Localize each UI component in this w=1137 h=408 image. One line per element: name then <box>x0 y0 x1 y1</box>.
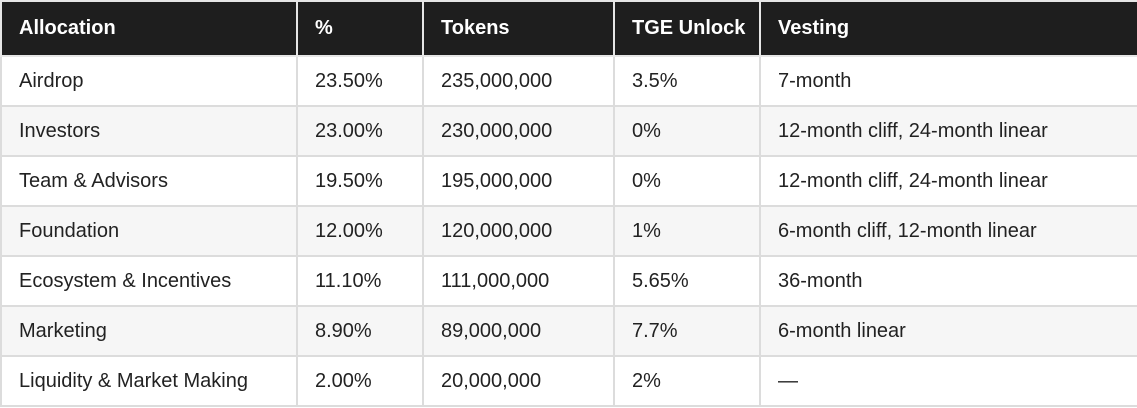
cell-percent: 2.00% <box>296 355 424 407</box>
cell-allocation: Marketing <box>0 305 298 357</box>
cell-allocation: Liquidity & Market Making <box>0 355 298 407</box>
cell-vesting: 36-month <box>759 255 1137 307</box>
cell-tokens: 89,000,000 <box>422 305 615 357</box>
header-tge-unlock: TGE Unlock <box>613 0 761 57</box>
header-percent: % <box>296 0 424 57</box>
cell-percent: 23.50% <box>296 55 424 107</box>
cell-allocation: Airdrop <box>0 55 298 107</box>
table-row: Marketing 8.90% 89,000,000 7.7% 6-month line… <box>0 305 1137 357</box>
cell-tge-unlock: 0% <box>613 155 761 207</box>
cell-percent: 8.90% <box>296 305 424 357</box>
cell-tge-unlock: 1% <box>613 205 761 257</box>
cell-tokens: 120,000,000 <box>422 205 615 257</box>
cell-vesting: — <box>759 355 1137 407</box>
cell-percent: 19.50% <box>296 155 424 207</box>
table-row: Liquidity & Market Making 2.00% 20,000,000… <box>0 355 1137 407</box>
table-row: Team & Advisors 19.50% 195,000,000 0% 12-mon… <box>0 155 1137 207</box>
cell-percent: 12.00% <box>296 205 424 257</box>
cell-tokens: 20,000,000 <box>422 355 615 407</box>
cell-allocation: Team & Advisors <box>0 155 298 207</box>
cell-percent: 11.10% <box>296 255 424 307</box>
cell-vesting: 6-month cliff, 12-month linear <box>759 205 1137 257</box>
cell-tge-unlock: 7.7% <box>613 305 761 357</box>
cell-tokens: 111,000,000 <box>422 255 615 307</box>
cell-allocation: Investors <box>0 105 298 157</box>
table-row: Investors 23.00% 230,000,000 0% 12-month cli… <box>0 105 1137 157</box>
cell-vesting: 6-month linear <box>759 305 1137 357</box>
header-tokens: Tokens <box>422 0 615 57</box>
table-row: Airdrop 23.50% 235,000,000 3.5% 7-month <box>0 55 1137 107</box>
cell-tokens: 235,000,000 <box>422 55 615 107</box>
cell-tge-unlock: 5.65% <box>613 255 761 307</box>
header-allocation: Allocation <box>0 0 298 57</box>
cell-vesting: 12-month cliff, 24-month linear <box>759 155 1137 207</box>
cell-allocation: Foundation <box>0 205 298 257</box>
cell-vesting: 12-month cliff, 24-month linear <box>759 105 1137 157</box>
header-vesting: Vesting <box>759 0 1137 57</box>
header-row: Allocation % Tokens TGE Unlock Vesting <box>0 0 1137 57</box>
table-row: Ecosystem & Incentives 11.10% 111,000,000 5… <box>0 255 1137 307</box>
cell-tokens: 230,000,000 <box>422 105 615 157</box>
cell-tge-unlock: 3.5% <box>613 55 761 107</box>
cell-percent: 23.00% <box>296 105 424 157</box>
table-row: Foundation 12.00% 120,000,000 1% 6-month cli… <box>0 205 1137 257</box>
cell-tge-unlock: 0% <box>613 105 761 157</box>
cell-vesting: 7-month <box>759 55 1137 107</box>
cell-tge-unlock: 2% <box>613 355 761 407</box>
cell-tokens: 195,000,000 <box>422 155 615 207</box>
cell-allocation: Ecosystem & Incentives <box>0 255 298 307</box>
